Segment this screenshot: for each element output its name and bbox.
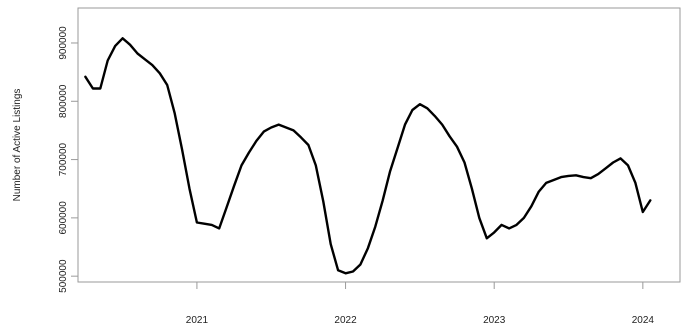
y-axis-title: Number of Active Listings xyxy=(12,89,23,202)
y-tick-label: 600000 xyxy=(58,201,69,235)
x-tick-label: 2022 xyxy=(334,315,357,326)
x-tick-label: 2024 xyxy=(632,315,655,326)
series-line xyxy=(84,37,652,275)
x-axis: 2021 2022 2023 2024 xyxy=(186,281,655,326)
x-tick-label: 2023 xyxy=(483,315,506,326)
y-axis: 500000 600000 700000 800000 900000 xyxy=(58,26,79,293)
y-tick-label: 800000 xyxy=(58,84,69,118)
series-layer xyxy=(84,37,652,275)
plot-frame xyxy=(77,7,681,283)
y-tick-label: 500000 xyxy=(58,259,69,293)
y-tick-label: 700000 xyxy=(58,142,69,176)
x-tick-label: 2021 xyxy=(186,315,209,326)
y-tick-label: 900000 xyxy=(58,26,69,60)
